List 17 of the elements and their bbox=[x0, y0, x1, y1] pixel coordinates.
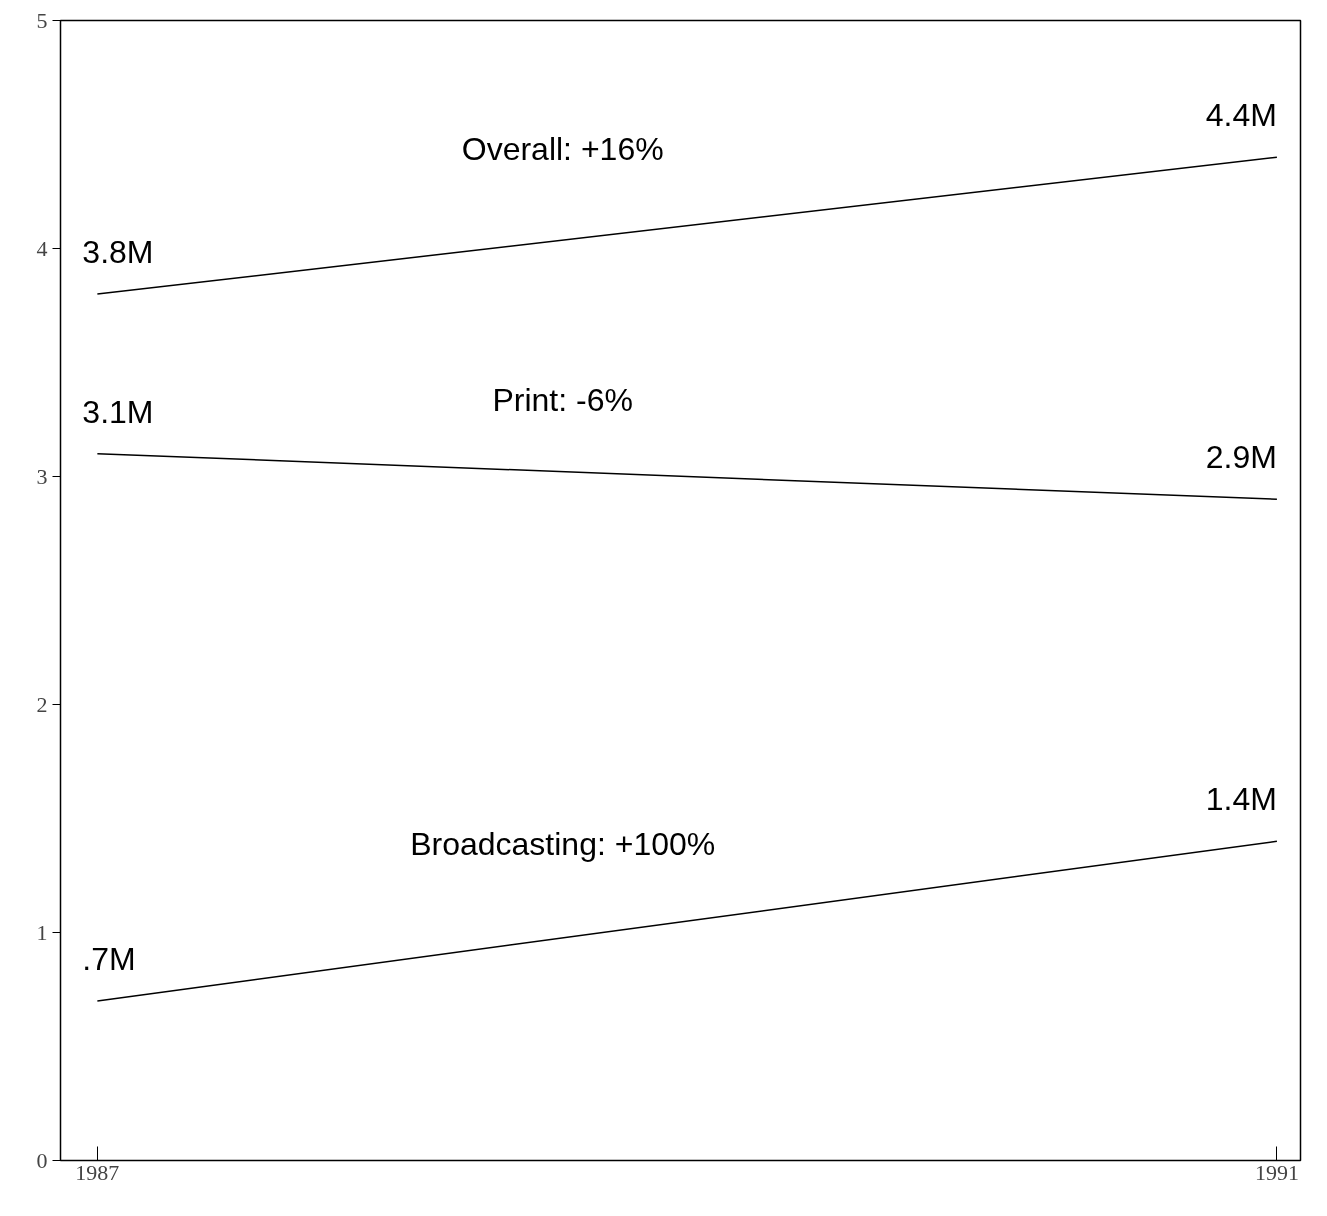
y-tick-label: 5 bbox=[36, 7, 48, 33]
y-tick-label: 0 bbox=[36, 1147, 48, 1173]
x-tick-label: 1987 bbox=[75, 1159, 120, 1185]
series-label: Broadcasting: +100% bbox=[410, 826, 716, 863]
data-label: 1.4M bbox=[1205, 781, 1277, 818]
x-tick-label: 1991 bbox=[1254, 1159, 1299, 1185]
y-tick-label: 2 bbox=[36, 691, 48, 717]
series-label: Print: -6% bbox=[492, 381, 633, 418]
data-label: 3.1M bbox=[82, 393, 154, 430]
y-tick-label: 3 bbox=[36, 463, 48, 489]
y-tick-label: 4 bbox=[36, 235, 48, 261]
data-label: 4.4M bbox=[1205, 97, 1277, 134]
data-label: 3.8M bbox=[82, 234, 154, 271]
y-tick-label: 1 bbox=[36, 919, 48, 945]
series-label: Overall: +16% bbox=[461, 130, 664, 167]
data-label: .7M bbox=[82, 940, 136, 977]
data-label: 2.9M bbox=[1205, 439, 1277, 476]
